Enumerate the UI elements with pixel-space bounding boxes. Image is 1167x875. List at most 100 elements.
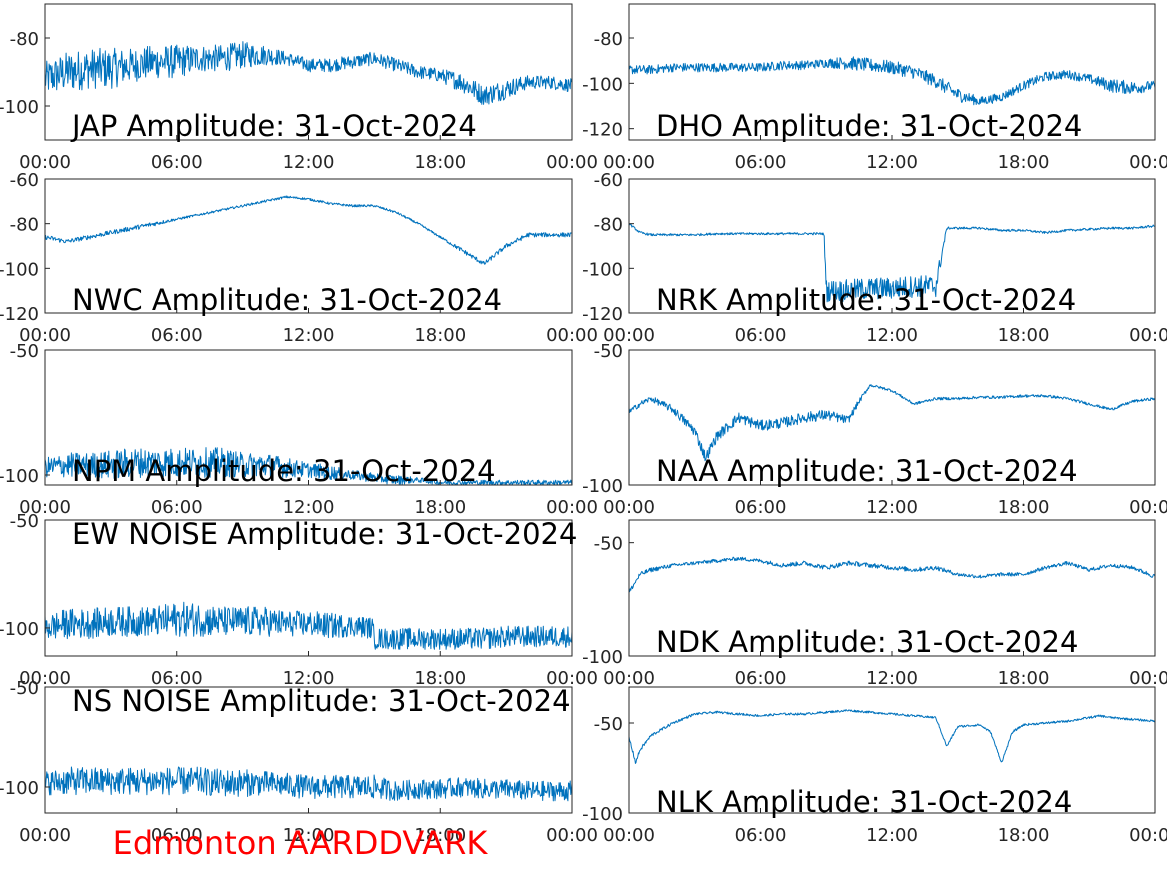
y-tick-label: -60: [594, 170, 623, 191]
panel-title: EW NOISE Amplitude: 31-Oct-2024: [72, 517, 577, 551]
panel-3: 00:00 06:00 12:00 18:00 00:00 -60 -80 -100 -120 N…: [582, 170, 1167, 346]
x-tick-label: 12:00: [866, 152, 918, 173]
y-tick-label: -50: [594, 341, 623, 362]
y-tick-label: -60: [10, 170, 39, 191]
x-tick-label: 12:00: [283, 825, 335, 846]
x-tick-label: 12:00: [866, 668, 918, 689]
x-tick-label: 00:00: [1129, 668, 1167, 689]
x-tick-label: 18:00: [998, 497, 1050, 518]
series-line: [45, 766, 572, 802]
x-tick-label: 12:00: [283, 497, 335, 518]
station-label: Edmonton AARDDVARK: [113, 824, 489, 862]
y-tick-label: -80: [10, 215, 39, 236]
y-tick-label: -100: [582, 647, 623, 668]
series-line: [45, 195, 572, 265]
x-tick-label: 06:00: [735, 497, 787, 518]
panel-4: 00:00 06:00 12:00 18:00 00:00 -50 -100 NPM Ampl…: [0, 341, 598, 518]
x-tick-label: 12:00: [866, 325, 918, 346]
x-tick-label: 00:00: [19, 152, 71, 173]
x-tick-label: 18:00: [998, 825, 1050, 846]
x-tick-label: 00:00: [603, 152, 655, 173]
series-line: [629, 223, 1155, 303]
x-tick-label: 00:00: [546, 825, 598, 846]
panel-1: 00:00 06:00 12:00 18:00 00:00 -80 -100 -120 DHO …: [582, 3, 1167, 173]
x-tick-label: 00:00: [1129, 325, 1167, 346]
y-tick-label: -100: [582, 804, 623, 825]
x-tick-label: 18:00: [998, 668, 1050, 689]
x-tick-label: 06:00: [151, 497, 203, 518]
x-tick-label: 06:00: [735, 152, 787, 173]
x-tick-label: 12:00: [866, 497, 918, 518]
panel-title: NPM Amplitude: 31-Oct-2024: [72, 454, 496, 488]
panel-title: NLK Amplitude: 31-Oct-2024: [656, 785, 1072, 819]
series-line: [629, 556, 1155, 593]
x-tick-label: 00:00: [603, 668, 655, 689]
y-tick-label: -100: [0, 97, 39, 118]
series-line: [629, 709, 1155, 764]
series-line: [45, 447, 572, 485]
series-line: [45, 41, 572, 105]
x-tick-label: 00:00: [546, 668, 598, 689]
x-tick-label: 06:00: [151, 825, 203, 846]
y-tick-label: -100: [0, 466, 39, 487]
x-tick-label: 12:00: [283, 668, 335, 689]
panel-title: JAP Amplitude: 31-Oct-2024: [70, 109, 477, 143]
y-tick-label: -100: [582, 74, 623, 95]
series-line: [629, 384, 1155, 462]
x-tick-label: 00:00: [546, 497, 598, 518]
x-tick-label: 06:00: [151, 152, 203, 173]
y-tick-label: -50: [10, 341, 39, 362]
x-tick-label: 06:00: [735, 825, 787, 846]
x-tick-label: 06:00: [735, 668, 787, 689]
x-tick-label: 00:00: [603, 325, 655, 346]
x-tick-label: 18:00: [414, 497, 466, 518]
x-tick-label: 18:00: [414, 668, 466, 689]
x-tick-label: 06:00: [735, 325, 787, 346]
x-tick-label: 00:00: [19, 325, 71, 346]
x-tick-label: 12:00: [283, 152, 335, 173]
x-tick-label: 00:00: [603, 497, 655, 518]
panel-title: NWC Amplitude: 31-Oct-2024: [72, 283, 502, 317]
panels-group: 00:00 06:00 12:00 18:00 00:00 -80 -100 JAP Ampl…: [0, 3, 1167, 846]
x-tick-label: 06:00: [151, 668, 203, 689]
y-tick-label: -80: [10, 29, 39, 50]
y-tick-label: -100: [0, 778, 39, 799]
series-line: [629, 56, 1155, 106]
x-tick-label: 18:00: [998, 152, 1050, 173]
y-tick-label: -100: [0, 619, 39, 640]
panel-title: NRK Amplitude: 31-Oct-2024: [656, 283, 1076, 317]
x-tick-label: 06:00: [151, 325, 203, 346]
x-tick-label: 00:00: [1129, 152, 1167, 173]
y-tick-label: -120: [0, 304, 39, 325]
x-tick-label: 00:00: [1129, 497, 1167, 518]
panel-0: 00:00 06:00 12:00 18:00 00:00 -80 -100 JAP Ampl…: [0, 3, 598, 173]
x-tick-label: 00:00: [19, 497, 71, 518]
x-tick-label: 00:00: [1129, 825, 1167, 846]
x-tick-label: 12:00: [866, 825, 918, 846]
panel-5: 00:00 06:00 12:00 18:00 00:00 -50 -100 NAA Ampl…: [582, 341, 1167, 518]
y-tick-label: -80: [594, 29, 623, 50]
y-tick-label: -50: [594, 714, 623, 735]
panel-8: 00:00 06:00 12:00 18:00 00:00 -50 -100 NS NOISE…: [0, 678, 598, 846]
panel-title: NDK Amplitude: 31-Oct-2024: [656, 625, 1078, 659]
x-tick-label: 12:00: [283, 325, 335, 346]
x-tick-label: 00:00: [546, 325, 598, 346]
y-tick-label: -100: [582, 476, 623, 497]
series-line: [45, 601, 572, 650]
y-tick-label: -100: [0, 259, 39, 280]
x-tick-label: 00:00: [603, 825, 655, 846]
panel-title: DHO Amplitude: 31-Oct-2024: [656, 109, 1082, 143]
y-tick-label: -100: [582, 259, 623, 280]
panel-2: 00:00 06:00 12:00 18:00 00:00 -60 -80 -100 -120 N…: [0, 170, 598, 346]
x-tick-label: 18:00: [414, 825, 466, 846]
x-tick-label: 00:00: [546, 152, 598, 173]
x-tick-label: 00:00: [19, 825, 71, 846]
panel-title: NAA Amplitude: 31-Oct-2024: [656, 454, 1078, 488]
y-tick-label: -50: [594, 534, 623, 555]
panel-7: 00:00 06:00 12:00 18:00 00:00 -50 -100 NDK Ampl…: [582, 519, 1167, 689]
x-tick-label: 18:00: [414, 325, 466, 346]
x-tick-label: 18:00: [998, 325, 1050, 346]
panel-title: NS NOISE Amplitude: 31-Oct-2024: [72, 684, 571, 718]
x-tick-label: 18:00: [414, 152, 466, 173]
panel-9: 00:00 06:00 12:00 18:00 00:00 -50 -100 NLK Ampl…: [582, 686, 1167, 846]
